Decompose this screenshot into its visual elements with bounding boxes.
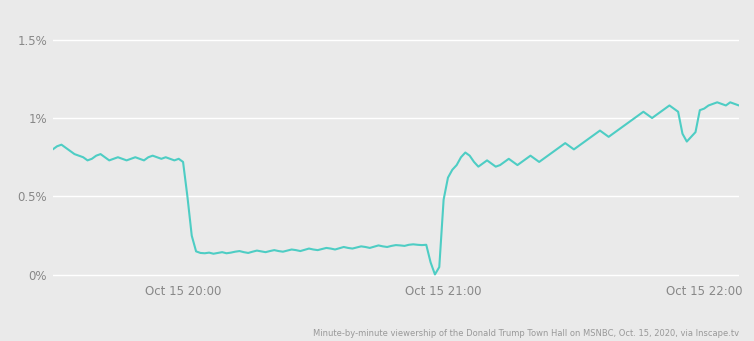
Text: Minute-by-minute viewership of the Donald Trump Town Hall on MSNBC, Oct. 15, 202: Minute-by-minute viewership of the Donal… — [313, 329, 739, 338]
